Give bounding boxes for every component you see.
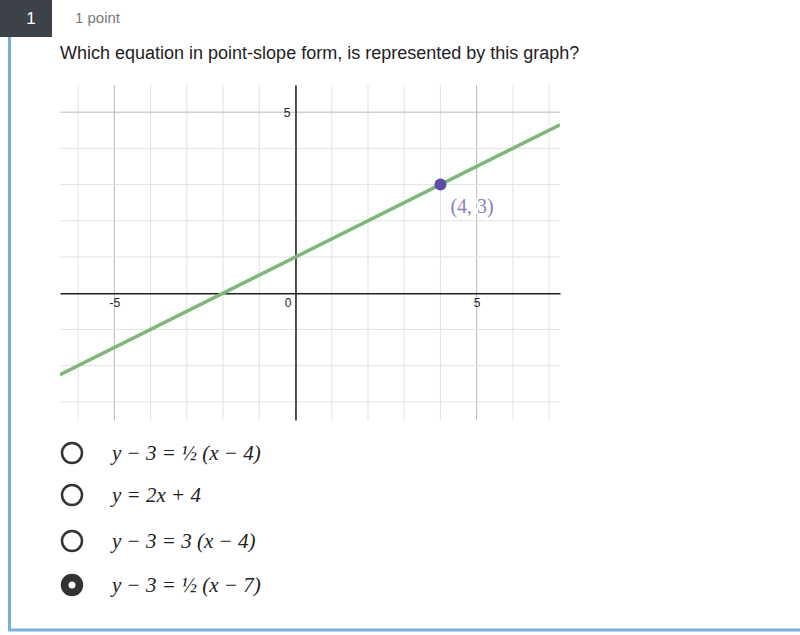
radio-selected-dot: [69, 582, 76, 589]
grid-line-x: [549, 85, 550, 420]
grid-line-y: [60, 365, 560, 366]
option-text[interactable]: y = 2x + 4: [110, 483, 201, 507]
x-axis: -5 0 5: [61, 294, 561, 310]
grid-line-x: [186, 85, 187, 420]
grid-line-y: [60, 148, 560, 149]
tick-label: 0: [285, 296, 292, 310]
points: 1 point: [75, 9, 121, 26]
option[interactable]: y − 3 = 3 (x − 4): [62, 529, 255, 553]
grid-line-x: [150, 85, 151, 420]
radio-button[interactable]: [62, 575, 82, 595]
line: [60, 125, 560, 375]
y-axis: 5: [284, 86, 296, 421]
option-text[interactable]: y − 3 = ½ (x − 7): [110, 573, 261, 597]
axis-line: [61, 293, 561, 295]
grid-line-x: [78, 85, 79, 420]
grid-line-y: [60, 329, 560, 330]
grid-line-x: [114, 85, 115, 420]
option-text[interactable]: y − 3 = 3 (x − 4): [110, 529, 255, 553]
grid-line-y: [60, 401, 560, 402]
grid-line-y: [60, 293, 560, 294]
page: 1 1 point Which equation in point-slope fo…: [0, 0, 800, 635]
option[interactable]: y = 2x + 4: [62, 483, 201, 507]
grid-line-y: [60, 257, 560, 258]
grid-line-x: [331, 85, 332, 420]
marks: [60, 125, 560, 375]
grid-line-x: [367, 85, 368, 420]
grid-line-x: [223, 85, 224, 420]
card-border: [10, 36, 800, 630]
point: [434, 179, 446, 191]
grid-line-x: [476, 85, 477, 420]
grid-line-x: [295, 85, 296, 420]
tick: 0: [285, 296, 292, 310]
tick-label: 5: [474, 296, 481, 310]
radio-button[interactable]: [62, 485, 82, 505]
tick-label: -5: [110, 296, 121, 310]
question-number-box: [0, 0, 52, 37]
tick: 5: [474, 296, 481, 310]
annotation: (4, 3): [450, 195, 493, 218]
axis-line: [295, 86, 297, 421]
grid-line-x: [512, 85, 513, 420]
tick-label: 5: [284, 106, 291, 120]
option[interactable]: y − 3 = ½ (x − 4): [62, 441, 261, 465]
tick: 5: [284, 106, 291, 120]
grid-line-x: [259, 85, 260, 420]
option[interactable]: y − 3 = ½ (x − 7): [62, 573, 261, 597]
radio-button[interactable]: [62, 531, 82, 551]
question-number: 1: [26, 9, 35, 28]
option-text[interactable]: y − 3 = ½ (x − 4): [110, 441, 261, 465]
grid-line-x: [440, 85, 441, 420]
radio-button[interactable]: [62, 443, 82, 463]
grid-line-x: [404, 85, 405, 420]
grid-line-y: [60, 184, 560, 185]
chart: -5 0 5 5 (4, 3): [60, 85, 561, 421]
tick: -5: [110, 296, 121, 310]
question: Which equation in point-slope form, is r…: [60, 43, 579, 63]
grid-line-y: [60, 112, 560, 113]
grid-line-y: [60, 220, 560, 221]
grid: [60, 85, 560, 420]
